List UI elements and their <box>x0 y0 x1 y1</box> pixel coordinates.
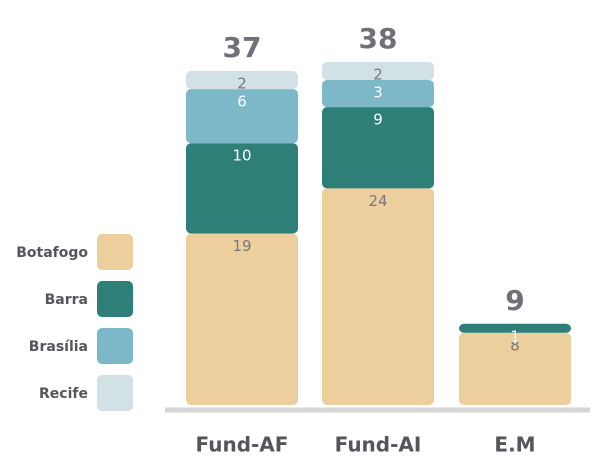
total-label: 38 <box>359 22 398 55</box>
bar-segment <box>186 89 298 144</box>
legend-label: Botafogo <box>16 245 88 261</box>
legend-swatch <box>97 328 133 364</box>
total-label: 9 <box>505 284 524 317</box>
bar-segment <box>186 71 298 90</box>
value-label: 2 <box>373 66 383 84</box>
value-label: 19 <box>232 237 251 255</box>
value-label: 10 <box>232 147 251 165</box>
value-label: 24 <box>368 192 387 210</box>
x-tick-label: Fund-AF <box>196 433 289 457</box>
bar-segment <box>322 107 434 189</box>
legend-label: Barra <box>45 292 88 308</box>
legend-swatch <box>97 375 133 411</box>
x-tick-label: E.M <box>494 433 535 457</box>
value-label: 3 <box>373 84 383 102</box>
legend-swatch <box>97 234 133 270</box>
legend-swatch <box>97 281 133 317</box>
bar-segment <box>459 332 571 405</box>
x-tick-label: Fund-AI <box>335 433 422 457</box>
bar-segment <box>322 62 434 81</box>
legend-label: Brasília <box>29 339 88 355</box>
bar-segment <box>186 233 298 405</box>
bar-segment <box>186 143 298 234</box>
bar-segment <box>322 188 434 405</box>
bar-segment <box>322 80 434 108</box>
value-label: 2 <box>237 75 247 93</box>
bar-segment <box>459 323 571 333</box>
value-label: 8 <box>510 336 520 354</box>
value-label: 6 <box>237 93 247 111</box>
value-label: 1 <box>510 327 520 345</box>
legend-label: Recife <box>39 386 88 402</box>
total-label: 37 <box>223 31 262 64</box>
value-label: 9 <box>373 111 383 129</box>
